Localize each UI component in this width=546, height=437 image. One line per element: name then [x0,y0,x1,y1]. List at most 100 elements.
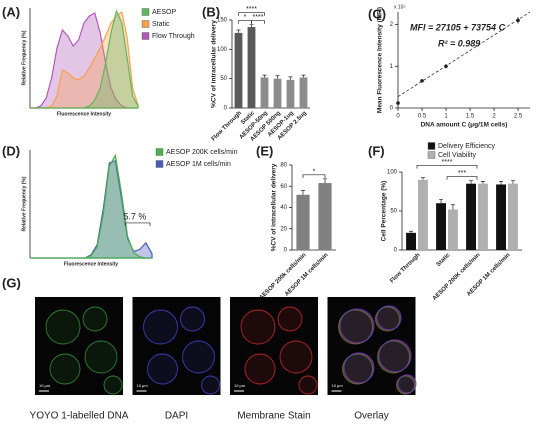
cell [378,339,412,373]
significance-label: **** [253,14,264,21]
cell [45,309,81,345]
panel-label: (A) [2,4,20,19]
y-axis-label: Relative Frequency (%) [21,30,27,85]
legend-label: Delivery Efficiency [438,143,496,150]
cell [147,353,178,385]
error-bar [275,75,280,79]
bar [286,79,295,108]
bar [296,194,310,250]
cell [339,308,375,344]
cell [396,375,415,395]
y-tick-label: 100 [217,47,228,53]
annotation: 5.7 % [123,211,146,221]
cell [377,340,410,374]
annotation-bracket [124,222,151,226]
bar [508,183,518,250]
significance-label: *** [458,170,466,177]
legend-label: Static [152,21,170,28]
cell [396,374,416,394]
significance-bracket [251,20,265,24]
equation: MFI = 27105 + 73754 C [410,22,506,32]
scale-bar-label: 10 μm [39,383,51,388]
x-tick-label: 0.5 [418,114,427,120]
y-tick-label: 2 [390,22,394,28]
significance-bracket [446,176,478,180]
error-bar [301,190,305,195]
error-bar [249,24,254,28]
y-multiplier: x 10⁵ [394,4,406,10]
image-caption: DAPI [165,411,188,422]
cell [375,306,400,332]
bar [478,183,488,250]
scale-bar-label: 10 μm [137,383,149,388]
panel-label: (C) [368,6,386,21]
cell [182,340,215,374]
x-tick-label: Flow Through [389,252,422,285]
histogram-area [30,9,139,109]
y-tick-label: 40 [280,205,287,211]
cell [277,306,303,332]
data-point [444,64,448,69]
histogram-area [30,153,152,259]
y-tick-label: 80 [280,163,287,169]
bar [448,209,458,250]
micrograph [35,297,123,395]
scale-bar-label: 10 μm [332,383,344,388]
error-bar [450,204,455,210]
y-tick-label: 100 [387,170,398,176]
bar [273,78,282,108]
y-tick-label: 50 [220,76,227,82]
data-point [516,18,520,23]
bar [318,183,332,250]
cell [103,375,123,395]
x-tick-label: AESOP 1M cells/min [284,252,330,298]
cell [343,352,375,384]
x-tick-label: 2.5 [514,114,523,120]
legend-label: AESOP [152,9,176,16]
bar [247,27,256,108]
error-bar [288,76,293,80]
legend-swatch [155,160,164,168]
y-axis-label: %CV of intracellular delivery [271,163,278,251]
error-bar [480,181,485,184]
x-tick-label: Static [436,252,452,268]
significance-bracket [238,12,265,16]
legend-label: Cell Viability [438,152,476,159]
y-axis-label: Relative Frequency (%) [21,176,27,231]
cell [342,352,374,384]
legend-swatch [427,142,436,150]
r-squared: R² = 0.989 [438,38,480,48]
legend-label: AESOP 200K cells/min [166,149,238,156]
x-axis-label: Fluorescence Intensity [64,261,118,267]
x-tick-label: 2 [492,114,496,120]
significance-label: **** [246,6,257,13]
cell [244,353,276,385]
significance-bracket [416,165,478,169]
cell [84,340,118,374]
significance-label: **** [442,159,453,166]
data-point [420,79,424,83]
bar [299,77,308,108]
x-axis-label: Fluorescence Intensity [57,111,111,117]
y-axis-label: %CV of intracellular delivery [211,20,218,108]
micrograph [327,297,416,395]
y-axis-label: Mean Fluorescence Intensity (MFI) [377,7,384,113]
cell [376,305,402,331]
cell [338,308,374,344]
legend-swatch [141,8,150,16]
y-tick-label: 20 [280,226,287,232]
cell [342,353,373,385]
bar [496,184,506,250]
cell [377,339,411,373]
cell [201,375,220,395]
histogram-area [30,159,153,259]
cell [298,375,318,395]
histogram-area [30,12,138,109]
y-tick-label: 50 [390,209,397,215]
cell [338,309,373,345]
panel-label: (E) [256,143,273,158]
error-bar [301,74,306,78]
bar [260,77,269,108]
panel-label: (B) [202,4,220,19]
